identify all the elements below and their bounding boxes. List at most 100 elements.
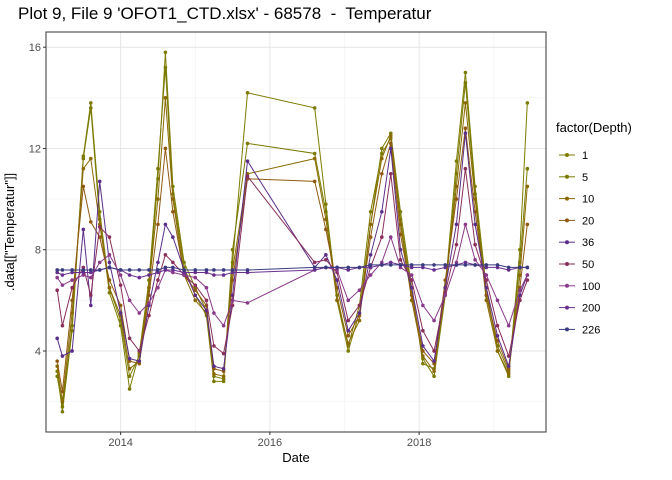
data-point: [81, 166, 86, 171]
legend-key-point: [565, 174, 569, 179]
data-point: [107, 260, 112, 265]
legend-label: 50: [582, 259, 594, 271]
data-point: [346, 265, 351, 270]
data-point: [212, 371, 216, 376]
data-point: [221, 273, 226, 277]
data-point: [473, 263, 477, 267]
data-point: [324, 258, 328, 262]
data-point: [107, 285, 112, 290]
data-point: [421, 328, 425, 333]
legend-item-100: 100: [559, 281, 600, 293]
data-point: [421, 263, 425, 267]
data-point: [245, 268, 250, 272]
data-point: [156, 270, 160, 275]
data-point: [182, 270, 186, 275]
data-point: [463, 70, 468, 75]
data-point: [409, 273, 414, 277]
legend-item-20: 20: [559, 215, 594, 227]
data-point: [230, 270, 235, 275]
data-point: [495, 298, 500, 303]
legend-item-200: 200: [559, 303, 600, 315]
data-point: [312, 151, 317, 156]
data-point: [156, 197, 160, 201]
data-point: [368, 235, 373, 239]
data-point: [398, 265, 403, 270]
data-point: [495, 339, 500, 343]
data-point: [388, 171, 393, 176]
data-point: [204, 268, 209, 272]
y-tick-label: 4: [35, 346, 41, 358]
data-point: [88, 268, 93, 272]
data-point: [335, 285, 339, 290]
legend-key-point: [565, 283, 569, 288]
data-point: [432, 263, 436, 267]
series-line: [56, 133, 528, 370]
legend-item-36: 36: [559, 237, 594, 249]
data-point: [60, 268, 65, 272]
data-point: [506, 268, 511, 272]
chart-title: Plot 9, File 9 'OFOT1_CTD.xlsx' - 68578 …: [18, 4, 432, 23]
legend-item-1: 1: [559, 150, 588, 162]
legend-item-50: 50: [559, 259, 594, 271]
data-point: [137, 311, 142, 315]
data-point: [193, 275, 198, 280]
series-line: [56, 224, 528, 328]
data-point: [163, 265, 168, 270]
data-point: [388, 235, 393, 239]
data-point: [506, 265, 511, 270]
data-point: [212, 366, 216, 371]
series-line: [56, 168, 528, 358]
data-point: [388, 131, 393, 136]
data-point: [230, 303, 235, 308]
data-point: [171, 260, 175, 265]
data-point: [81, 273, 86, 277]
data-point: [156, 278, 160, 282]
data-point: [88, 293, 93, 298]
data-point: [484, 285, 489, 290]
data-point: [55, 359, 59, 363]
data-point: [221, 268, 226, 272]
data-point: [55, 270, 59, 275]
data-point: [118, 303, 123, 308]
data-point: [454, 263, 459, 267]
data-point: [245, 90, 250, 95]
data-point: [443, 263, 448, 267]
data-point: [388, 141, 393, 146]
data-point: [230, 268, 235, 272]
legend-label: 200: [582, 303, 600, 315]
data-point: [324, 227, 328, 232]
data-point: [432, 268, 436, 272]
data-point: [518, 265, 522, 270]
data-point: [127, 268, 132, 272]
data-point: [484, 263, 489, 267]
series-50: [55, 166, 530, 358]
data-point: [346, 344, 351, 348]
data-point: [88, 303, 93, 308]
data-point: [312, 179, 317, 184]
data-point: [97, 268, 102, 272]
data-point: [357, 303, 362, 308]
legend-key-point: [565, 262, 569, 266]
data-point: [506, 323, 511, 328]
data-point: [368, 252, 373, 257]
data-point: [346, 349, 351, 353]
data-point: [55, 288, 59, 293]
data-point: [81, 265, 86, 270]
data-point: [221, 351, 226, 356]
series-line: [56, 67, 528, 407]
data-point: [55, 275, 59, 280]
data-point: [484, 293, 489, 298]
data-point: [421, 265, 425, 270]
data-point: [163, 50, 168, 55]
data-point: [107, 235, 112, 239]
data-point: [107, 265, 112, 270]
data-point: [245, 301, 250, 305]
legend-key-point: [565, 327, 569, 332]
data-point: [432, 349, 436, 353]
data-point: [147, 301, 151, 305]
data-point: [346, 318, 351, 323]
data-point: [421, 354, 425, 358]
data-point: [212, 273, 216, 277]
legend-key-point: [565, 218, 569, 223]
data-point: [163, 146, 168, 151]
